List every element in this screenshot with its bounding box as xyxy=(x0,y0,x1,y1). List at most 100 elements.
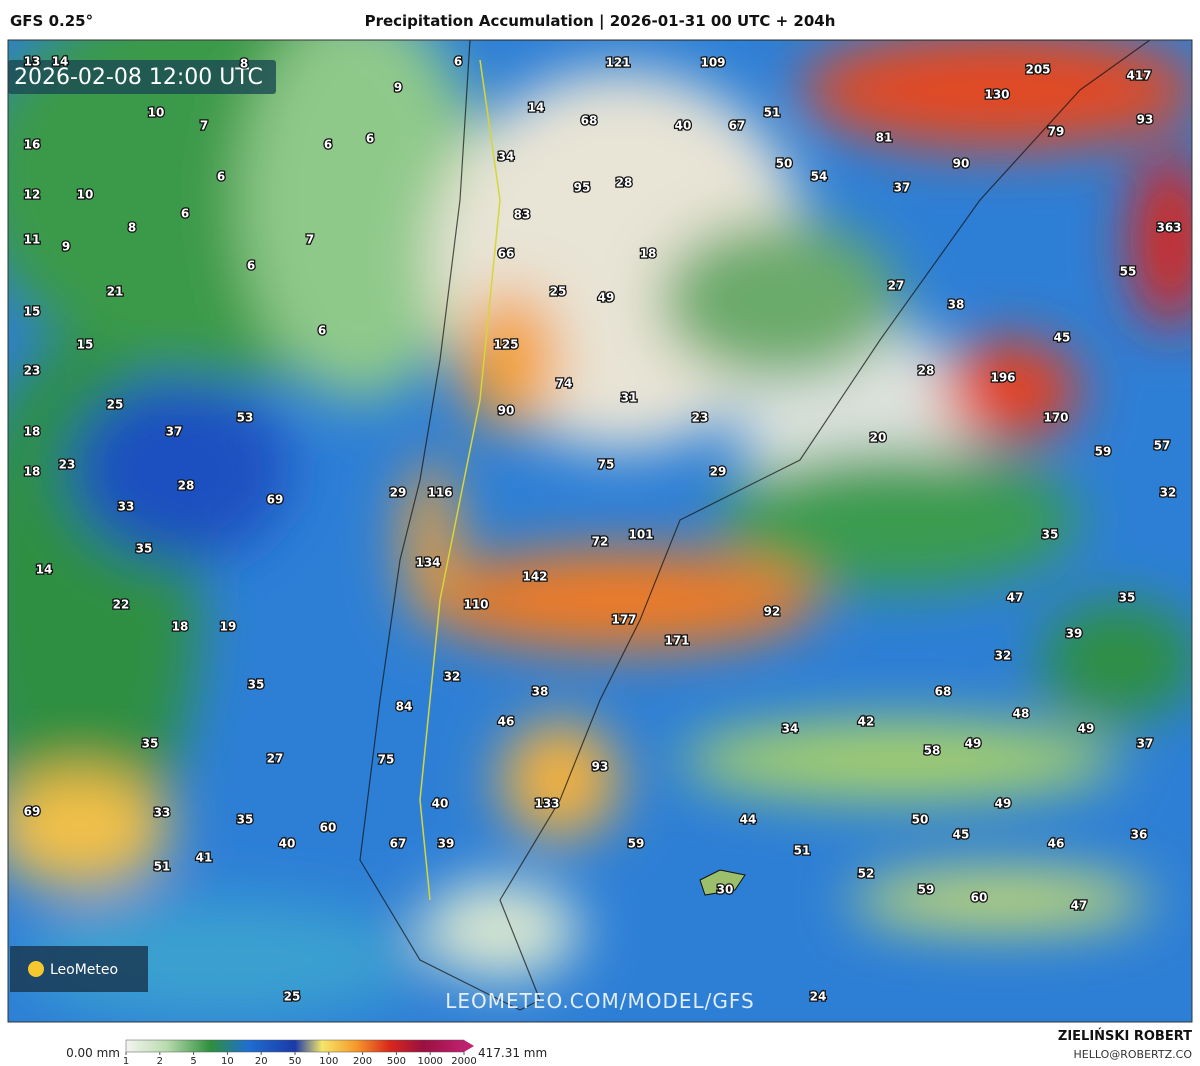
precip-label: 171 xyxy=(664,634,689,648)
legend-tick-label: 1 xyxy=(123,1056,129,1066)
precip-label: 38 xyxy=(532,685,549,699)
precip-label: 83 xyxy=(514,208,531,222)
precip-label: 79 xyxy=(1048,125,1065,139)
precip-label: 27 xyxy=(267,752,284,766)
precip-label: 20 xyxy=(870,431,887,445)
precip-label: 90 xyxy=(498,404,515,418)
precip-label: 177 xyxy=(611,613,636,627)
precip-label: 69 xyxy=(24,805,41,819)
precip-label: 6 xyxy=(217,170,225,184)
legend-tick-label: 500 xyxy=(387,1056,406,1066)
precip-label: 39 xyxy=(438,837,455,851)
precip-label: 93 xyxy=(1137,113,1154,127)
precip-label: 18 xyxy=(172,620,189,634)
precip-label: 48 xyxy=(1013,707,1030,721)
precip-label: 29 xyxy=(710,465,727,479)
precip-label: 41 xyxy=(196,851,213,865)
precip-label: 59 xyxy=(1095,445,1112,459)
precip-label: 84 xyxy=(396,700,413,714)
precip-label: 74 xyxy=(556,377,573,391)
precip-label: 44 xyxy=(740,813,757,827)
precip-label: 109 xyxy=(700,56,725,70)
precip-label: 27 xyxy=(888,279,905,293)
precip-label: 37 xyxy=(894,181,911,195)
precip-label: 58 xyxy=(924,744,941,758)
precip-label: 52 xyxy=(858,867,875,881)
precip-label: 25 xyxy=(107,398,124,412)
precip-label: 93 xyxy=(592,760,609,774)
precip-label: 75 xyxy=(598,458,615,472)
precip-label: 35 xyxy=(142,737,159,751)
precip-label: 51 xyxy=(764,106,781,120)
precip-label: 23 xyxy=(59,458,76,472)
precip-label: 72 xyxy=(592,535,609,549)
precip-label: 45 xyxy=(953,828,970,842)
title: Precipitation Accumulation | 2026-01-31 … xyxy=(365,12,836,31)
precip-label: 59 xyxy=(628,837,645,851)
legend-tick-label: 1000 xyxy=(417,1056,442,1066)
model-name: GFS 0.25° xyxy=(10,12,93,30)
precip-label: 49 xyxy=(1078,722,1095,736)
precip-label: 39 xyxy=(1066,627,1083,641)
precip-label: 51 xyxy=(154,860,171,874)
precip-label: 28 xyxy=(616,176,633,190)
precip-label: 49 xyxy=(598,291,615,305)
precip-label: 50 xyxy=(776,157,793,171)
precip-label: 81 xyxy=(876,131,893,145)
precip-label: 14 xyxy=(528,101,545,115)
precip-label: 67 xyxy=(390,837,407,851)
precip-label: 142 xyxy=(522,570,547,584)
precip-label: 19 xyxy=(220,620,237,634)
precip-label: 90 xyxy=(953,157,970,171)
precip-label: 75 xyxy=(378,753,395,767)
precip-label: 40 xyxy=(279,837,296,851)
precip-label: 133 xyxy=(534,797,559,811)
legend-bar xyxy=(125,1039,465,1053)
precip-label: 59 xyxy=(918,883,935,897)
precip-label: 55 xyxy=(1120,265,1137,279)
precip-label: 11 xyxy=(24,233,41,247)
precip-label: 60 xyxy=(320,821,337,835)
precip-label: 33 xyxy=(118,500,135,514)
precip-label: 110 xyxy=(463,598,488,612)
precip-label: 32 xyxy=(444,670,461,684)
precip-label: 32 xyxy=(995,649,1012,663)
precip-label: 49 xyxy=(965,737,982,751)
precip-label: 95 xyxy=(574,181,591,195)
legend-tick-label: 100 xyxy=(319,1056,338,1066)
precip-label: 35 xyxy=(237,813,254,827)
precip-label: 10 xyxy=(77,188,94,202)
precip-label: 30 xyxy=(717,883,734,897)
precip-label: 6 xyxy=(181,207,189,221)
author: ZIELIŃSKI ROBERT xyxy=(1058,1028,1192,1044)
precip-label: 8 xyxy=(240,57,248,71)
precip-label: 50 xyxy=(912,813,929,827)
precip-label: 7 xyxy=(306,233,314,247)
legend-tick-label: 5 xyxy=(190,1056,196,1066)
precip-label: 116 xyxy=(427,486,452,500)
precip-label: 34 xyxy=(498,150,515,164)
precip-label: 35 xyxy=(1042,528,1059,542)
precip-label: 13 xyxy=(24,55,41,69)
legend-tick-label: 20 xyxy=(255,1056,268,1066)
precip-label: 130 xyxy=(984,88,1009,102)
precip-label: 417 xyxy=(1126,69,1151,83)
precip-label: 363 xyxy=(1156,221,1181,235)
precip-label: 6 xyxy=(324,138,332,152)
precip-label: 6 xyxy=(318,324,326,338)
precip-label: 22 xyxy=(113,598,130,612)
watermark: LEOMETEO.COM/MODEL/GFS xyxy=(445,989,755,1013)
legend-tick-label: 10 xyxy=(221,1056,234,1066)
precip-label: 42 xyxy=(858,715,875,729)
precip-label: 10 xyxy=(148,106,165,120)
precip-label: 67 xyxy=(729,119,746,133)
precip-label: 49 xyxy=(995,797,1012,811)
precip-label: 57 xyxy=(1154,439,1171,453)
logo: LeoMeteo xyxy=(50,962,118,978)
precip-label: 205 xyxy=(1025,63,1050,77)
precip-label: 37 xyxy=(166,425,183,439)
legend-tick-label: 200 xyxy=(353,1056,372,1066)
precip-label: 68 xyxy=(581,114,598,128)
precip-label: 9 xyxy=(394,81,402,95)
